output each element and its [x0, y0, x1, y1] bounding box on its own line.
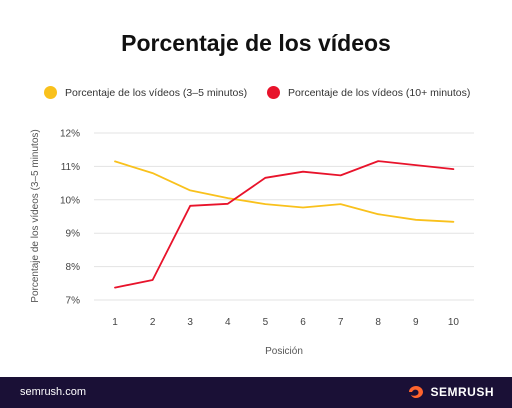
y-tick-label: 9% — [66, 229, 81, 240]
legend-item-long: Porcentaje de los vídeos (10+ minutos) — [267, 86, 470, 99]
y-axis-label: Porcentaje de los vídeos (3–5 minutos) — [30, 129, 41, 302]
legend-label-short: Porcentaje de los vídeos (3–5 minutos) — [65, 86, 248, 99]
x-tick-label: 4 — [225, 317, 231, 328]
y-tick-label: 12% — [60, 129, 80, 140]
semrush-flame-icon — [409, 386, 424, 398]
y-tick-label: 7% — [66, 296, 81, 307]
legend-dot-red — [267, 86, 280, 99]
x-axis-label: Posición — [265, 346, 303, 357]
series-lines — [114, 160, 455, 289]
chart-title: Porcentaje de los vídeos — [121, 30, 391, 56]
footer-site-link[interactable]: semrush.com — [20, 386, 87, 398]
x-tick-label: 10 — [448, 317, 460, 328]
x-tick-label: 7 — [338, 317, 344, 328]
x-tick-label: 9 — [413, 317, 419, 328]
x-tick-label: 5 — [263, 317, 269, 328]
x-tick-label: 2 — [150, 317, 156, 328]
grid-lines — [94, 132, 474, 301]
legend-dot-yellow — [44, 86, 57, 99]
x-tick-labels: 1 2 3 4 5 6 7 8 9 10 — [112, 317, 459, 328]
legend-item-short: Porcentaje de los vídeos (3–5 minutos) — [44, 86, 247, 99]
y-tick-labels: 7% 8% 9% 10% 11% 12% — [60, 129, 80, 307]
x-tick-label: 6 — [300, 317, 306, 328]
series-line-10-plus-min — [114, 160, 455, 289]
legend: Porcentaje de los vídeos (3–5 minutos) P… — [0, 86, 512, 104]
semrush-brand-text: SEMRUSH — [430, 385, 494, 399]
x-tick-label: 3 — [187, 317, 193, 328]
x-tick-label: 8 — [375, 317, 381, 328]
y-tick-label: 11% — [61, 162, 80, 173]
footer-bar: semrush.com SEMRUSH — [0, 377, 512, 408]
legend-label-long: Porcentaje de los vídeos (10+ minutos) — [288, 86, 471, 99]
y-tick-label: 10% — [60, 195, 80, 206]
semrush-logo: SEMRUSH — [407, 385, 494, 399]
series-line-3-5-min — [114, 160, 455, 223]
y-tick-label: 8% — [66, 262, 81, 273]
x-tick-label: 1 — [112, 317, 118, 328]
